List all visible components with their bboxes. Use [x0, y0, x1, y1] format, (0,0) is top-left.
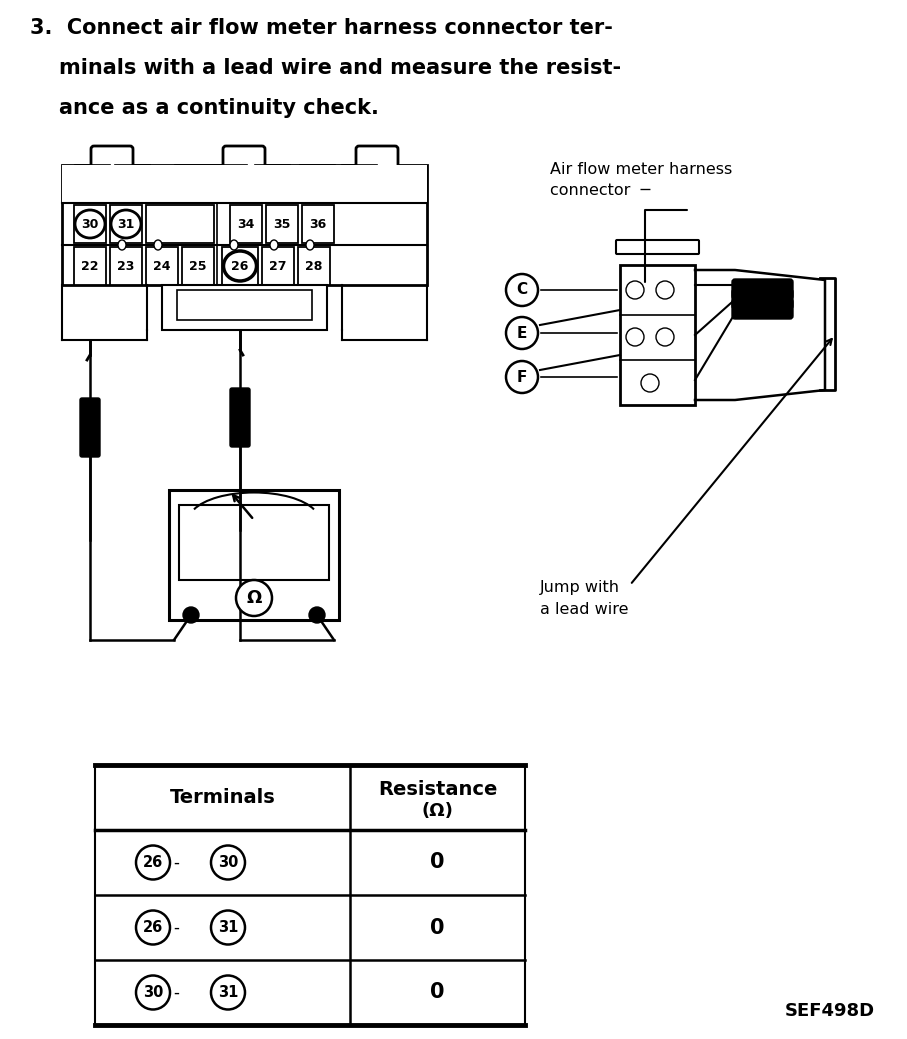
Ellipse shape: [154, 240, 162, 250]
FancyBboxPatch shape: [732, 289, 793, 309]
Text: 27: 27: [269, 260, 287, 272]
Text: Jump with: Jump with: [540, 580, 620, 595]
Circle shape: [656, 281, 674, 299]
Circle shape: [626, 281, 644, 299]
Ellipse shape: [270, 240, 278, 250]
Circle shape: [136, 846, 170, 879]
Circle shape: [236, 580, 272, 616]
Text: 26: 26: [231, 260, 249, 272]
Bar: [62, 165, 427, 203]
Text: Air flow meter harness: Air flow meter harness: [550, 162, 732, 177]
Text: 28: 28: [306, 260, 323, 272]
Bar: [298, 247, 330, 285]
Ellipse shape: [223, 251, 257, 281]
Bar: [169, 490, 339, 620]
FancyBboxPatch shape: [230, 388, 250, 447]
Text: Resistance: Resistance: [378, 780, 497, 799]
Ellipse shape: [75, 210, 105, 238]
Text: ance as a continuity check.: ance as a continuity check.: [30, 98, 379, 118]
Ellipse shape: [230, 240, 238, 250]
Circle shape: [211, 910, 245, 944]
Bar: [75, 165, 110, 203]
Text: 22: 22: [82, 260, 99, 272]
Bar: [74, 205, 106, 243]
Circle shape: [506, 317, 538, 349]
Bar: [266, 205, 298, 243]
Bar: [620, 265, 695, 405]
Text: minals with a lead wire and measure the resist-: minals with a lead wire and measure the …: [30, 58, 621, 78]
Text: 36: 36: [309, 217, 327, 231]
Text: (Ω): (Ω): [422, 802, 454, 821]
Circle shape: [183, 607, 199, 623]
Circle shape: [136, 910, 170, 944]
Text: Terminals: Terminals: [170, 788, 276, 807]
Text: 25: 25: [190, 260, 207, 272]
FancyBboxPatch shape: [80, 398, 100, 457]
Bar: [62, 165, 427, 285]
Bar: [177, 290, 312, 320]
Text: 30: 30: [218, 855, 239, 870]
FancyBboxPatch shape: [616, 240, 699, 254]
Text: 0: 0: [430, 853, 444, 873]
Text: 23: 23: [117, 260, 134, 272]
FancyBboxPatch shape: [223, 146, 265, 172]
Bar: [175, 165, 247, 203]
Circle shape: [309, 607, 325, 623]
Circle shape: [211, 976, 245, 1010]
Ellipse shape: [118, 240, 126, 250]
Text: Ω: Ω: [247, 589, 262, 607]
Text: 3.  Connect air flow meter harness connector ter-: 3. Connect air flow meter harness connec…: [30, 18, 613, 38]
Text: F: F: [517, 370, 527, 384]
Bar: [302, 205, 334, 243]
Circle shape: [211, 846, 245, 879]
Text: 0: 0: [430, 983, 444, 1003]
Bar: [255, 165, 290, 203]
Bar: [262, 247, 294, 285]
FancyBboxPatch shape: [91, 146, 133, 172]
Text: E: E: [517, 325, 527, 341]
Bar: [115, 165, 150, 203]
Ellipse shape: [306, 240, 314, 250]
FancyBboxPatch shape: [356, 146, 398, 172]
FancyBboxPatch shape: [732, 299, 793, 319]
Circle shape: [641, 374, 659, 392]
Text: 26: 26: [143, 855, 163, 870]
Bar: [74, 247, 106, 285]
Bar: [300, 165, 335, 203]
Bar: [110, 205, 142, 243]
Text: 26: 26: [143, 920, 163, 935]
Text: 35: 35: [273, 217, 290, 231]
Text: 34: 34: [238, 217, 255, 231]
Text: -: -: [173, 984, 179, 1002]
Bar: [222, 247, 258, 285]
Circle shape: [506, 274, 538, 307]
Text: a lead wire: a lead wire: [540, 602, 629, 617]
Text: -: -: [173, 853, 179, 872]
Ellipse shape: [111, 210, 141, 238]
Circle shape: [506, 361, 538, 393]
Bar: [230, 205, 262, 243]
Bar: [110, 247, 142, 285]
Text: -: -: [173, 918, 179, 936]
Text: 31: 31: [218, 985, 239, 1000]
Circle shape: [136, 976, 170, 1010]
FancyBboxPatch shape: [732, 279, 793, 299]
Bar: [182, 247, 214, 285]
Text: 24: 24: [153, 260, 171, 272]
Circle shape: [656, 328, 674, 346]
Text: 30: 30: [142, 985, 163, 1000]
Bar: [179, 505, 329, 580]
Text: C: C: [516, 283, 528, 297]
Text: 0: 0: [430, 917, 444, 937]
Text: connector  ─: connector ─: [550, 183, 650, 198]
Text: 31: 31: [218, 920, 239, 935]
Bar: [162, 285, 327, 330]
Circle shape: [626, 328, 644, 346]
Bar: [146, 247, 178, 285]
Text: 31: 31: [117, 217, 134, 231]
Text: 30: 30: [82, 217, 99, 231]
Text: SEF498D: SEF498D: [785, 1002, 875, 1020]
Bar: [342, 165, 377, 203]
Bar: [146, 205, 214, 243]
